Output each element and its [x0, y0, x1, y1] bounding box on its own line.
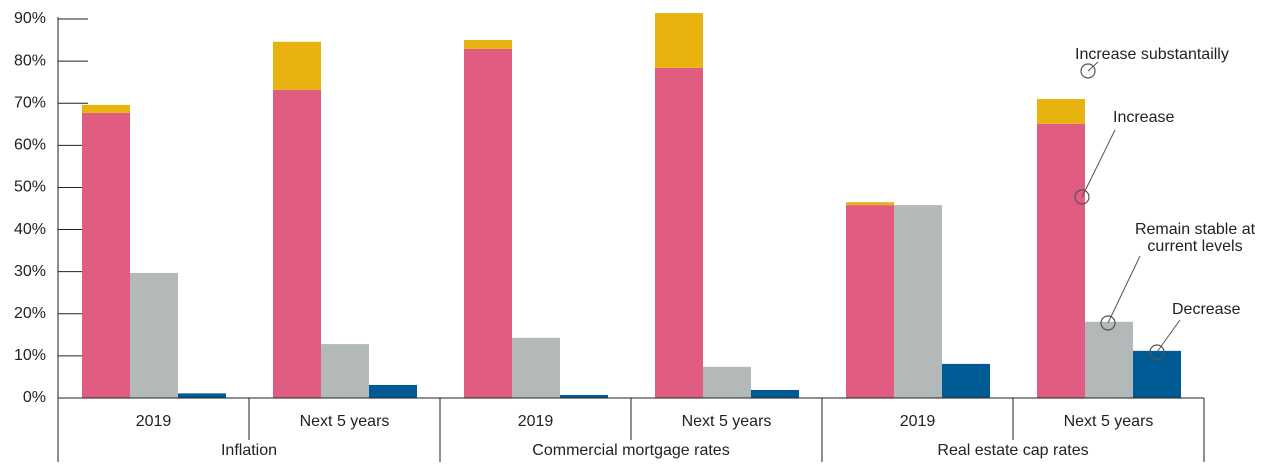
leader-line: [1107, 255, 1141, 324]
bar: [1037, 99, 1085, 124]
bar: [178, 393, 226, 398]
y-tick-label: 70%: [14, 94, 46, 111]
legend-label: Increase substantailly: [1075, 46, 1229, 63]
bar: [942, 363, 990, 398]
legend-marker: [1100, 315, 1116, 331]
bar: [560, 395, 608, 398]
y-tick-label: 40%: [14, 221, 46, 238]
leader-line: [1156, 319, 1181, 353]
x-tick-label: 2019: [136, 413, 172, 430]
bar: [464, 48, 512, 398]
y-tick-label: 80%: [14, 52, 46, 69]
legend-marker: [1074, 189, 1090, 205]
legend-marker: [1080, 63, 1096, 79]
y-tick-label: 60%: [14, 137, 46, 154]
x-tick-label: Next 5 years: [300, 413, 390, 430]
bar: [1037, 123, 1085, 399]
bar: [1085, 321, 1133, 398]
y-tick-label: 50%: [14, 179, 46, 196]
bar: [82, 104, 130, 113]
bar: [321, 344, 369, 398]
bar: [846, 205, 894, 398]
bar: [703, 366, 751, 398]
y-tick-label: 0%: [23, 389, 46, 406]
bar: [273, 89, 321, 398]
bar: [512, 337, 560, 398]
legend-label: Increase: [1113, 109, 1175, 126]
bar: [1133, 350, 1181, 398]
legend-label: Decrease: [1172, 301, 1241, 318]
y-tick-label: 90%: [14, 10, 46, 27]
y-tick-label: 30%: [14, 263, 46, 280]
group-label: Real estate cap rates: [937, 442, 1088, 459]
y-tick-label: 20%: [14, 305, 46, 322]
bar: [846, 202, 894, 206]
y-tick-label: 10%: [14, 347, 46, 364]
bar: [82, 112, 130, 398]
bar: [655, 13, 703, 68]
bar: [369, 384, 417, 398]
bar: [655, 67, 703, 399]
bar: [130, 272, 178, 398]
legend-marker: [1149, 344, 1165, 360]
bar: [464, 40, 512, 49]
bar: [751, 389, 799, 398]
group-label: Commercial mortgage rates: [532, 442, 729, 459]
leader-line: [1081, 129, 1116, 198]
bar: [273, 41, 321, 90]
group-label: Inflation: [221, 442, 277, 459]
x-tick-label: 2019: [900, 413, 936, 430]
x-tick-label: 2019: [518, 413, 554, 430]
legend-label: Remain stable at current levels: [1134, 221, 1256, 255]
x-tick-label: Next 5 years: [1064, 413, 1154, 430]
x-tick-label: Next 5 years: [682, 413, 772, 430]
bar: [894, 205, 942, 398]
